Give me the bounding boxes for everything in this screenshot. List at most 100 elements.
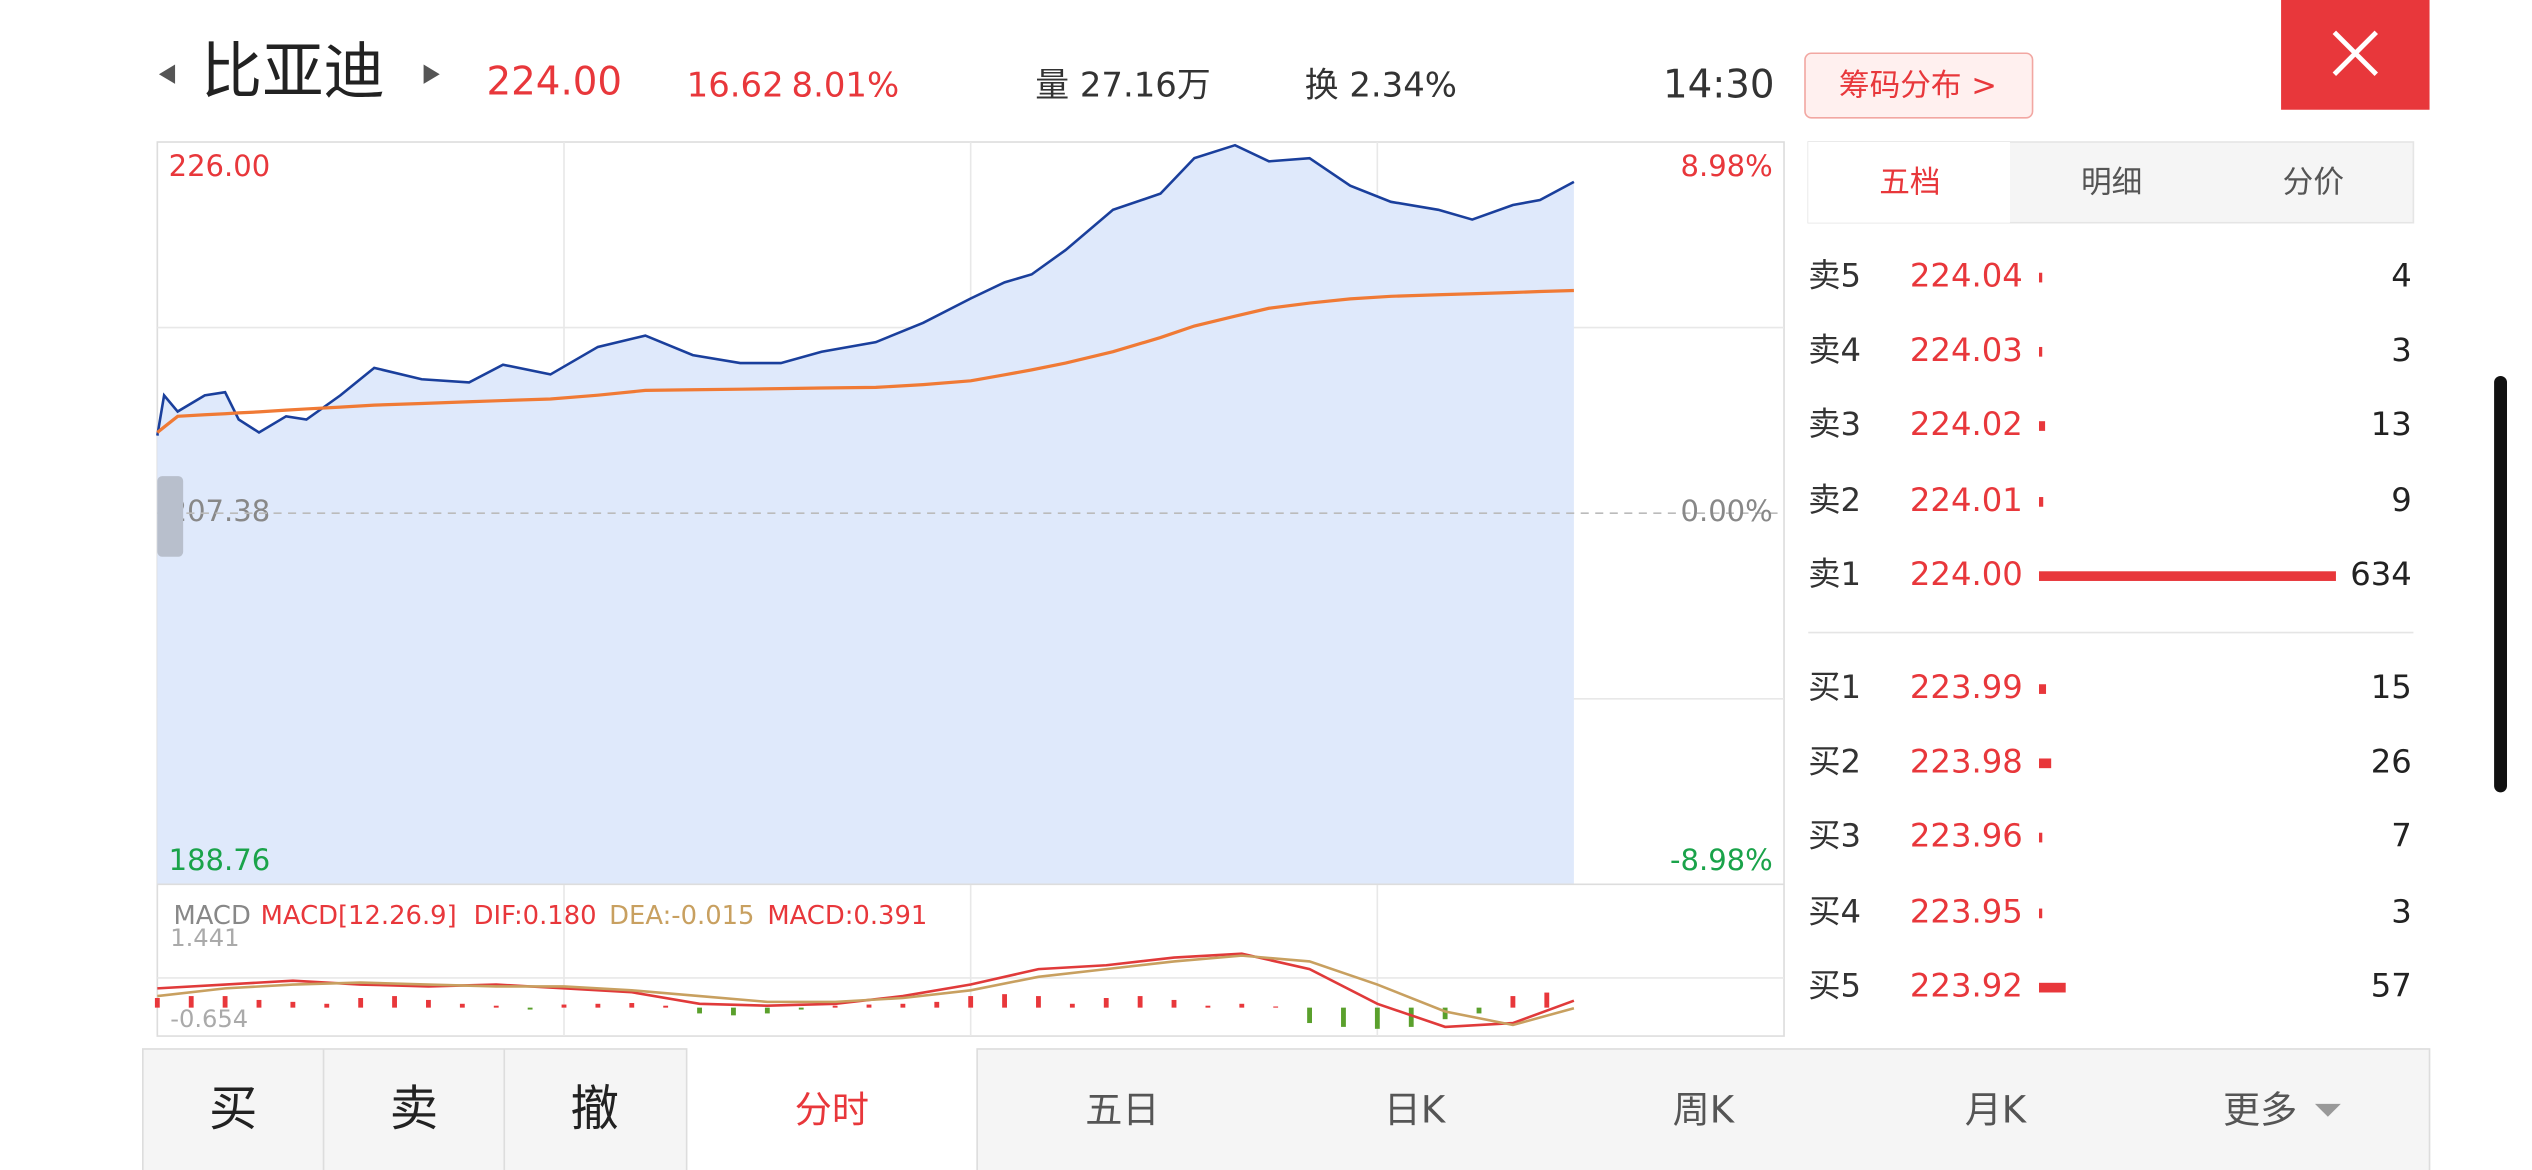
chart-tabs-bg (976, 1048, 2431, 1170)
y2-tick-label: 8.98% (1680, 149, 1772, 183)
book-tab[interactable]: 五档 (1879, 165, 1940, 200)
level-label: 卖5 (1808, 257, 1861, 295)
y-tick-label: 207.38 (169, 494, 271, 528)
more-arrow[interactable] (2314, 1103, 2341, 1117)
trade-button[interactable]: 撤 (570, 1081, 618, 1137)
macd-bar (1374, 1007, 1380, 1029)
price-line (156, 143, 1575, 436)
volume-bar (2039, 497, 2044, 507)
button-label[interactable]: 筹码分布 > (1839, 69, 1997, 104)
macd-bar (1137, 996, 1143, 1008)
macd-bar (561, 1004, 567, 1008)
trade-bar (141, 1048, 688, 1170)
stock-name: 比亚迪 (201, 36, 385, 107)
volume-bar (2039, 684, 2047, 694)
macd-bar (222, 996, 228, 1008)
chart-tab[interactable]: 分时 (795, 1088, 869, 1131)
book-tab[interactable]: 明细 (2081, 165, 2142, 200)
macd-bar (866, 1004, 872, 1008)
dea-line (157, 954, 1575, 1027)
level-label: 买5 (1808, 967, 1861, 1005)
level-price: 224.02 (1910, 405, 2023, 443)
next-arrow[interactable] (423, 64, 440, 84)
y-tick-label: 188.76 (169, 843, 271, 877)
level-volume: 3 (2391, 892, 2412, 930)
macd-bar (629, 1003, 635, 1008)
volume-bar (2039, 571, 2336, 581)
macd-label: DIF:0.180 (474, 901, 597, 931)
scrollbar (2494, 376, 2508, 793)
chart-tab[interactable]: 周K (1673, 1088, 1736, 1131)
macd-bar (731, 1007, 736, 1016)
price: 224.00 (487, 59, 622, 104)
book-tab[interactable]: 分价 (2283, 165, 2344, 200)
macd-bar (697, 1007, 702, 1014)
chart-tab[interactable]: 月K (1965, 1088, 2028, 1131)
macd-bar (290, 1001, 296, 1008)
macd-bar (1205, 1005, 1211, 1008)
volume-bar (2039, 272, 2043, 283)
level-label: 卖3 (1808, 405, 1861, 443)
volume: 量 27.16万 (1035, 66, 1211, 105)
level-price: 224.03 (1910, 331, 2023, 369)
dif-line (157, 952, 1575, 1029)
macd-bar (968, 996, 974, 1008)
y2-tick-label: -8.98% (1670, 843, 1773, 877)
trade-button[interactable]: 买 (209, 1081, 257, 1137)
y2-tick-label: 0.00% (1680, 494, 1772, 528)
level-label: 卖1 (1808, 555, 1861, 593)
time: 14:30 (1663, 63, 1775, 108)
level-price: 224.00 (1910, 555, 2023, 593)
level-label: 卖2 (1808, 481, 1861, 519)
chart-tab[interactable]: 更多 (2223, 1088, 2297, 1131)
level-label: 买2 (1808, 742, 1861, 780)
level-price: 224.01 (1910, 481, 2023, 519)
level-price: 223.98 (1910, 742, 2023, 780)
macd-label: MACD[12.26.9] (261, 901, 457, 931)
macd-bar (1002, 994, 1007, 1008)
macd-bar (595, 1003, 601, 1008)
macd-bar (1273, 1006, 1279, 1008)
macd-bar (459, 1003, 465, 1008)
macd-bar (1171, 999, 1177, 1008)
tab-active-bg (1808, 142, 2010, 223)
level-volume: 4 (2391, 257, 2412, 295)
macd-bar (934, 1001, 940, 1008)
prev-arrow[interactable] (158, 64, 176, 84)
level-label: 买4 (1808, 892, 1861, 930)
level-volume: 15 (2371, 668, 2412, 706)
macd-bar (900, 1003, 906, 1008)
trade-button[interactable]: 卖 (390, 1081, 438, 1137)
macd-tick-label: 1.441 (170, 924, 239, 952)
level-volume: 26 (2371, 742, 2412, 780)
macd-label: MACD:0.391 (767, 901, 927, 931)
macd-bar (493, 1005, 499, 1008)
volume-bar (2039, 982, 2066, 993)
level-volume: 13 (2371, 405, 2412, 443)
y-tick-label: 226.00 (169, 149, 271, 183)
level-price: 223.92 (1910, 967, 2023, 1005)
price-area (157, 145, 1574, 885)
macd-tick-label: -0.654 (170, 1005, 248, 1033)
close-button[interactable] (2281, 0, 2430, 110)
chip-button[interactable]: 筹码分布 > (1804, 52, 2034, 119)
average-line (156, 288, 1574, 434)
macd-bar (154, 998, 160, 1008)
macd-bar (1510, 996, 1516, 1008)
level-volume: 7 (2391, 817, 2412, 855)
chart-tab[interactable]: 日K (1384, 1088, 1447, 1131)
volume-bar (2039, 832, 2043, 843)
level-label: 卖4 (1808, 331, 1861, 369)
turnover: 换 2.34% (1305, 66, 1457, 105)
level-price: 223.95 (1910, 892, 2023, 930)
macd-title: MACD (173, 901, 250, 931)
side-handle[interactable] (157, 476, 184, 557)
level-volume: 9 (2391, 481, 2412, 519)
macd-bar (1103, 998, 1109, 1008)
macd-bar (1544, 992, 1550, 1008)
macd-bar (392, 996, 397, 1008)
button-bg[interactable] (1804, 52, 2034, 119)
close-icon[interactable] (2332, 30, 2379, 76)
chart-tab[interactable]: 五日 (1085, 1088, 1159, 1131)
